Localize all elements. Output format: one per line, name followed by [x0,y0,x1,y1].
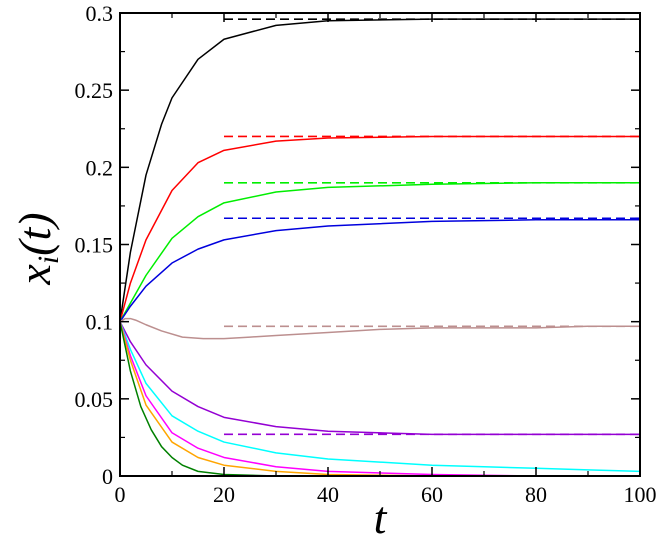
series-line-8 [119,321,640,477]
series-line-6 [119,321,641,473]
series-line-2 [119,182,640,323]
x-tick-label: 40 [317,482,339,507]
x-tick-label: 20 [213,482,235,507]
y-tick-label: 0.15 [75,233,114,258]
series-line-7 [119,321,640,477]
series-line-0 [119,18,640,322]
y-tick-label: 0.25 [75,78,114,103]
x-tick-labels: 0 20 40 60 80 100 [115,482,657,507]
y-tick-label: 0.3 [86,1,114,26]
series-layer [119,18,641,477]
plot-area [119,12,641,477]
y-axis-label-base: x [9,264,60,286]
y-tick-label: 0.2 [86,155,114,180]
y-tick-labels: 0 0.05 0.1 0.15 0.2 0.25 0.3 [75,1,114,489]
series-line-4 [119,317,640,340]
y-axis-label-subscript: i [32,256,65,264]
x-tick-label: 100 [624,482,657,507]
x-tick-label: 80 [525,482,547,507]
tick-layer [119,12,641,477]
y-axis-label: xi(t) [9,212,65,285]
x-axis-label: t [374,492,388,539]
y-tick-label: 0 [102,464,113,489]
series-line-9 [119,321,640,477]
series-line-1 [119,135,640,322]
y-axis-label-argument: (t) [9,212,60,255]
x-tick-label: 60 [421,482,443,507]
series-line-3 [119,219,640,323]
y-tick-label: 0.05 [75,387,114,412]
x-tick-label: 0 [115,482,126,507]
y-tick-label: 0.1 [86,310,114,335]
